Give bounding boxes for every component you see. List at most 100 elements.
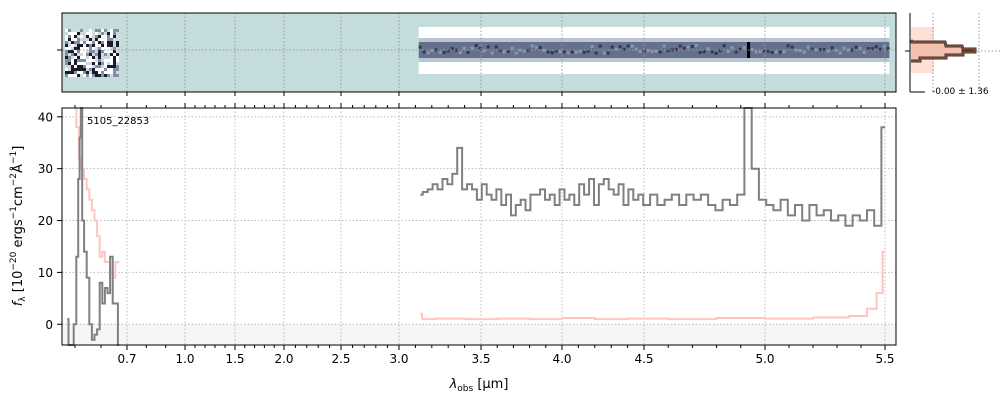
twod-pixel — [83, 47, 86, 50]
twod-trace-pixel — [446, 49, 450, 53]
twod-pixel — [77, 35, 80, 38]
twod-trace-pixel — [702, 50, 706, 54]
twod-trace-pixel — [766, 49, 770, 53]
twod-pixel — [116, 71, 119, 74]
twod-trace-pixel — [430, 49, 434, 53]
twod-pixel — [77, 29, 80, 32]
twod-trace-pixel — [818, 48, 822, 52]
y-tick-label: 0 — [45, 318, 53, 332]
twod-pixel — [74, 35, 77, 38]
twod-pixel — [71, 56, 74, 59]
twod-trace-pixel — [678, 44, 682, 48]
twod-pixel — [107, 53, 110, 56]
twod-pixel — [104, 71, 107, 74]
twod-pixel — [86, 35, 89, 38]
twod-pixel — [98, 47, 101, 50]
twod-pixel — [68, 62, 71, 65]
twod-pixel — [95, 62, 98, 65]
twod-trace-pixel — [846, 48, 850, 52]
twod-trace-pixel — [734, 50, 738, 54]
twod-pixel — [101, 32, 104, 35]
twod-trace-pixel — [790, 45, 794, 49]
twod-trace-pixel — [530, 44, 534, 48]
twod-pixel — [89, 50, 92, 53]
twod-pixel — [74, 65, 77, 68]
twod-pixel — [95, 41, 98, 44]
twod-pixel — [104, 74, 107, 77]
twod-pixel — [80, 65, 83, 68]
twod-pixel — [89, 38, 92, 41]
twod-pixel — [116, 62, 119, 65]
x-tick-label: 0.7 — [117, 352, 136, 366]
twod-trace-pixel — [782, 50, 786, 54]
twod-pixel — [101, 35, 104, 38]
twod-pixel — [83, 56, 86, 59]
twod-pixel — [107, 38, 110, 41]
series-error — [420, 250, 885, 321]
twod-trace-pixel — [814, 48, 818, 52]
twod-trace-pixel — [626, 44, 630, 48]
twod-trace-pixel — [602, 51, 606, 55]
twod-pixel — [98, 44, 101, 47]
twod-trace-pixel — [874, 45, 878, 49]
twod-pixel — [80, 68, 83, 71]
twod-pixel — [86, 71, 89, 74]
twod-pixel — [74, 74, 77, 77]
twod-pixel — [113, 29, 116, 32]
x-tick-label: 2.0 — [274, 352, 293, 366]
twod-pixel — [65, 53, 68, 56]
twod-trace-pixel — [758, 50, 762, 54]
twod-pixel — [116, 35, 119, 38]
twod-pixel — [107, 62, 110, 65]
twod-trace-pixel — [574, 50, 578, 54]
twod-pixel — [80, 56, 83, 59]
twod-pixel — [95, 38, 98, 41]
twod-pixel — [65, 59, 68, 62]
twod-pixel — [113, 74, 116, 77]
twod-pixel — [104, 59, 107, 62]
twod-pixel — [104, 35, 107, 38]
twod-pixel — [104, 62, 107, 65]
twod-pixel — [107, 44, 110, 47]
twod-pixel — [101, 59, 104, 62]
twod-pixel — [77, 38, 80, 41]
twod-pixel — [92, 68, 95, 71]
twod-trace-pixel — [802, 50, 806, 54]
twod-pixel — [80, 71, 83, 74]
y-tick-label: 30 — [38, 162, 53, 176]
profile-side-panel — [905, 13, 1000, 93]
twod-trace-pixel — [854, 45, 858, 49]
twod-pixel — [71, 47, 74, 50]
twod-pixel — [77, 56, 80, 59]
twod-pixel — [92, 53, 95, 56]
twod-pixel — [98, 50, 101, 53]
twod-trace-pixel — [598, 44, 602, 48]
twod-pixel — [113, 47, 116, 50]
twod-pixel — [92, 29, 95, 32]
twod-pixel — [89, 32, 92, 35]
twod-trace-pixel — [578, 49, 582, 53]
twod-pixel — [80, 74, 83, 77]
twod-pixel — [89, 62, 92, 65]
twod-trace-pixel — [830, 46, 834, 50]
twod-trace-pixel — [882, 44, 886, 48]
twod-pixel — [116, 32, 119, 35]
side-profile-inner — [910, 39, 976, 62]
twod-pixel — [71, 41, 74, 44]
twod-pixel — [71, 65, 74, 68]
twod-spectrum-panel — [57, 12, 897, 96]
twod-pixel — [110, 35, 113, 38]
twod-pixel — [68, 71, 71, 74]
twod-trace-pixel — [682, 46, 686, 50]
twod-trace-pixel — [582, 50, 586, 54]
twod-pixel — [80, 32, 83, 35]
twod-pixel — [104, 56, 107, 59]
twod-pixel — [107, 68, 110, 71]
y-tick-label: 40 — [38, 110, 53, 124]
twod-pixel — [74, 32, 77, 35]
twod-pixel — [107, 65, 110, 68]
twod-pixel — [86, 53, 89, 56]
twod-pixel — [68, 50, 71, 53]
twod-pixel — [65, 50, 68, 53]
twod-trace-pixel — [498, 49, 502, 53]
